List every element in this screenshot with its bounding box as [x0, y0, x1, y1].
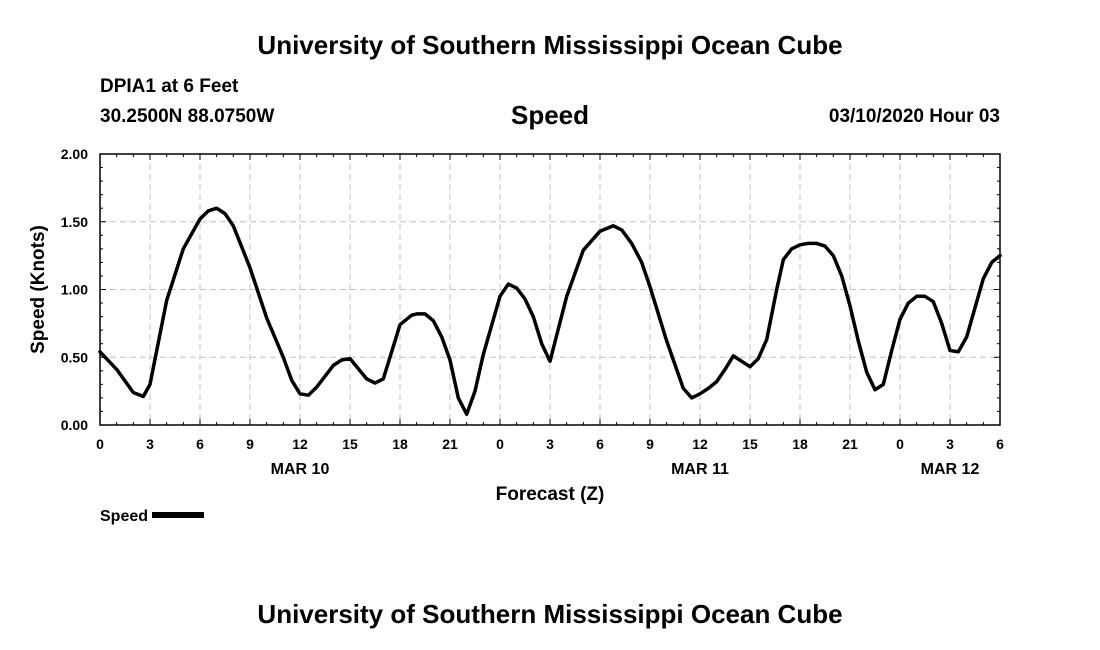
- x-tick-label: 9: [646, 436, 654, 452]
- forecast-date-label: 03/10/2020 Hour 03: [828, 106, 1000, 127]
- coordinates-label: 30.2500N 88.0750W: [100, 106, 275, 127]
- x-date-label: MAR 10: [271, 461, 330, 478]
- x-tick-label: 21: [442, 436, 458, 452]
- x-tick-label: 0: [896, 436, 904, 452]
- x-tick-label: 6: [996, 436, 1004, 452]
- y-axis-title: Speed (Knots): [28, 225, 49, 354]
- y-tick-label: 0.50: [61, 349, 88, 365]
- y-tick-label: 1.50: [61, 214, 88, 230]
- x-tick-label: 18: [792, 436, 808, 452]
- station-label: DPIA1 at 6 Feet: [100, 76, 239, 97]
- legend-label: Speed: [100, 508, 149, 525]
- x-axis-title: Forecast (Z): [496, 484, 605, 505]
- x-tick-label: 0: [96, 436, 104, 452]
- x-tick-label: 15: [342, 436, 358, 452]
- x-tick-label: 21: [842, 436, 858, 452]
- legend-line-swatch: [152, 511, 205, 518]
- y-tick-label: 0.00: [61, 417, 88, 433]
- footer-title: University of Southern Mississippi Ocean…: [257, 599, 843, 629]
- x-tick-label: 3: [946, 436, 954, 452]
- chart-title: Speed: [510, 100, 590, 130]
- x-tick-label: 9: [246, 436, 254, 452]
- x-tick-label: 3: [546, 436, 554, 452]
- y-tick-label: 1.00: [61, 282, 88, 298]
- x-tick-label: 18: [392, 436, 408, 452]
- y-tick-label: 2.00: [61, 146, 88, 162]
- x-tick-label: 3: [146, 436, 154, 452]
- x-tick-label: 6: [596, 436, 604, 452]
- x-tick-label: 12: [692, 436, 708, 452]
- x-date-label: MAR 12: [921, 461, 980, 478]
- x-tick-label: 0: [496, 436, 504, 452]
- x-date-label: MAR 11: [671, 461, 729, 478]
- x-tick-label: 12: [292, 436, 308, 452]
- x-tick-label: 6: [196, 436, 204, 452]
- legend: Speed: [100, 508, 205, 526]
- header-title: University of Southern Mississippi Ocean…: [257, 30, 843, 60]
- x-tick-label: 15: [742, 436, 758, 452]
- series-line-speed: [98, 206, 1002, 416]
